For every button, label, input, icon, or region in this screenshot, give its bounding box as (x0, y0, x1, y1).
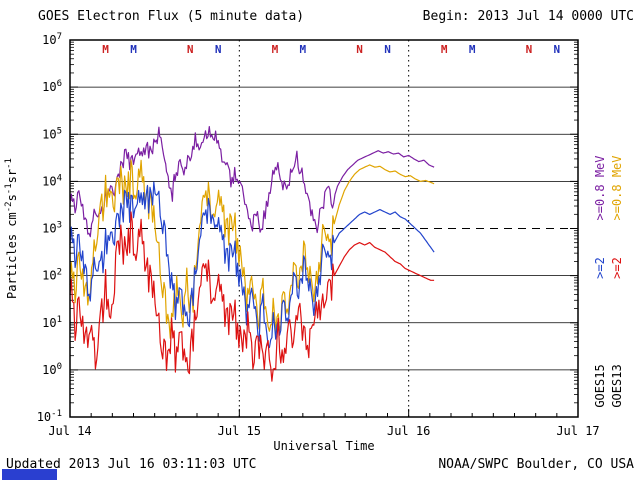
svg-text:N: N (554, 43, 561, 56)
svg-text:M: M (102, 43, 109, 56)
svg-text:M: M (300, 43, 307, 56)
noaa-credit: NOAA/SWPC Boulder, CO USA (438, 457, 634, 472)
begin-timestamp: Begin: 2013 Jul 14 0000 UTC (422, 9, 634, 24)
svg-text:GOES15: GOES15 (593, 364, 607, 407)
svg-text:10-1: 10-1 (37, 409, 62, 424)
svg-text:>=0.8 MeV: >=0.8 MeV (593, 155, 607, 220)
svg-text:Particles cm-2s-1sr-1: Particles cm-2s-1sr-1 (4, 158, 19, 299)
x-axis-label: Universal Time (273, 439, 375, 453)
svg-text:107: 107 (42, 32, 62, 47)
svg-text:100: 100 (42, 362, 62, 377)
partial-window-artifact (2, 469, 57, 480)
svg-text:Jul 14: Jul 14 (48, 424, 91, 438)
svg-text:106: 106 (42, 79, 62, 94)
svg-text:M: M (441, 43, 448, 56)
svg-text:M: M (130, 43, 137, 56)
svg-text:>=2: >=2 (610, 257, 624, 279)
svg-text:M: M (469, 43, 476, 56)
chart-title: GOES Electron Flux (5 minute data) (38, 9, 305, 24)
updated-timestamp: Updated 2013 Jul 16 03:11:03 UTC (6, 457, 257, 472)
svg-text:N: N (356, 43, 363, 56)
svg-text:>=2: >=2 (593, 257, 607, 279)
svg-text:102: 102 (42, 268, 62, 283)
svg-text:N: N (526, 43, 533, 56)
svg-text:Jul 15: Jul 15 (218, 424, 261, 438)
svg-text:105: 105 (42, 126, 62, 141)
svg-text:M: M (272, 43, 279, 56)
svg-text:N: N (384, 43, 391, 56)
svg-text:104: 104 (42, 173, 62, 188)
svg-text:N: N (187, 43, 194, 56)
svg-text:>=0.8 MeV: >=0.8 MeV (610, 155, 624, 220)
svg-text:Jul 16: Jul 16 (387, 424, 430, 438)
svg-text:103: 103 (42, 221, 62, 236)
svg-text:N: N (215, 43, 222, 56)
svg-text:101: 101 (42, 315, 62, 330)
svg-text:Jul 17: Jul 17 (556, 424, 599, 438)
svg-text:GOES13: GOES13 (610, 364, 624, 407)
